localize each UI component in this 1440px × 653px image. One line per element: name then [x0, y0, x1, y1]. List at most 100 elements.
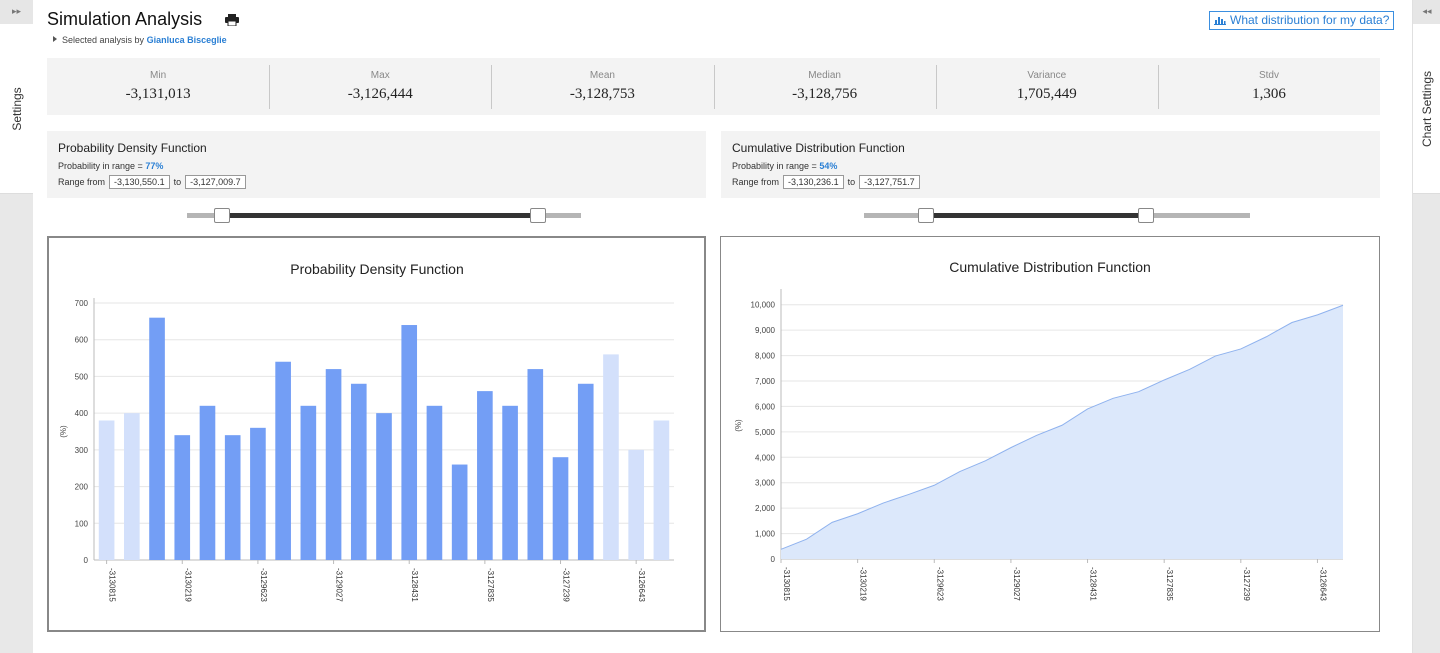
- pdf-range-panel: Probability Density Function Probability…: [47, 131, 706, 198]
- y-tick-label: 7,000: [755, 377, 776, 386]
- stat-label: Variance: [1027, 70, 1067, 81]
- pdf-panel-title: Probability Density Function: [58, 141, 207, 155]
- histogram-bar: [426, 405, 443, 560]
- stat-mean: Mean -3,128,753: [491, 58, 713, 115]
- y-tick-label: 0: [84, 556, 89, 565]
- pdf-range-to-input[interactable]: -3,127,009.7: [185, 175, 246, 189]
- x-tick-label: -3130219: [183, 568, 192, 602]
- x-tick-label: -3130815: [782, 567, 791, 601]
- cdf-chart-card: Cumulative Distribution Function 0 1,000 2,…: [720, 236, 1380, 632]
- cdf-range-slider[interactable]: [864, 208, 1250, 223]
- stat-label: Max: [370, 70, 390, 81]
- x-tick-label: -3128431: [410, 568, 419, 602]
- x-tick-label: -3126643: [1318, 567, 1327, 601]
- cdf-range-panel: Cumulative Distribution Function Probabi…: [721, 131, 1380, 198]
- x-tick-label: -3127835: [1165, 567, 1174, 601]
- y-tick-label: 200: [75, 483, 89, 492]
- pdf-probability: Probability in range = 77%: [58, 161, 695, 171]
- stat-label: Median: [808, 70, 841, 81]
- y-axis-label: (%): [59, 425, 68, 438]
- y-axis-label: (%): [734, 419, 743, 432]
- stat-value: -3,128,756: [792, 86, 858, 102]
- pdf-range-from-input[interactable]: -3,130,550.1: [109, 175, 170, 189]
- distribution-help-button[interactable]: What distribution for my data?: [1209, 11, 1395, 30]
- histogram-bar: [477, 391, 493, 560]
- histogram-bar: [350, 383, 367, 560]
- user-name-link[interactable]: Gianluca Bisceglie: [146, 35, 227, 45]
- slider-active-track: [222, 213, 538, 218]
- caret-right-icon[interactable]: [53, 36, 57, 42]
- cdf-probability: Probability in range = 54%: [732, 161, 1369, 171]
- stat-value: -3,128,753: [569, 86, 635, 102]
- print-icon[interactable]: [225, 14, 239, 26]
- chart-settings-tab[interactable]: Chart Settings: [1413, 24, 1440, 194]
- x-tick-label: -3127835: [486, 568, 495, 602]
- stat-value: -3,126,444: [347, 86, 413, 102]
- x-tick-label: -3130815: [108, 568, 117, 602]
- stat-median: Median -3,128,756: [713, 58, 936, 115]
- y-tick-label: 700: [75, 299, 89, 308]
- y-tick-label: 0: [771, 555, 776, 564]
- stat-value: -3,131,013: [125, 86, 191, 102]
- stat-value: 1,705,449: [1016, 86, 1077, 102]
- range-from-label: Range from: [58, 177, 106, 187]
- cdf-area: [781, 305, 1343, 559]
- stat-min: Min -3,131,013: [47, 58, 269, 115]
- y-tick-label: 5,000: [755, 428, 776, 437]
- slider-low-handle[interactable]: [214, 208, 231, 223]
- cdf-range-from-input[interactable]: -3,130,236.1: [783, 175, 844, 189]
- y-tick-label: 300: [75, 446, 89, 455]
- left-sidebar-body: [0, 194, 33, 653]
- left-sidebar: ▸▸ Settings: [0, 0, 33, 653]
- cdf-chart: Cumulative Distribution Function 0 1,000 2,…: [734, 259, 1344, 601]
- y-tick-label: 400: [75, 409, 89, 418]
- slider-low-handle[interactable]: [917, 208, 934, 223]
- expand-right-icon[interactable]: ◂◂: [1413, 0, 1440, 24]
- cdf-range-to-input[interactable]: -3,127,751.7: [859, 175, 920, 189]
- pdf-chart-card: Probability Density Function 0 100 200 300 40…: [47, 236, 706, 632]
- page-title: Simulation Analysis: [47, 9, 203, 29]
- chart-settings-tab-label: Chart Settings: [1420, 70, 1434, 147]
- settings-tab-label: Settings: [9, 86, 24, 131]
- histogram-bar: [527, 369, 544, 560]
- summary-stats: Min -3,131,013 Max -3,126,444 Mean -3,128,7…: [47, 58, 1380, 115]
- pdf-chart: Probability Density Function 0 100 200 300 40…: [59, 261, 674, 602]
- prob-label: Probability in range =: [58, 161, 143, 171]
- analysis-owner: Selected analysis by Gianluca Bisceglie: [53, 35, 227, 45]
- range-to-label: to: [173, 177, 182, 187]
- stat-stdv: Stdv 1,306: [1157, 58, 1380, 115]
- x-tick-label: -3129027: [335, 568, 344, 602]
- cdf-range: Range from -3,130,236.1 to -3,127,751.7: [732, 175, 1369, 189]
- settings-tab[interactable]: Settings: [0, 24, 33, 194]
- histogram-bar: [376, 413, 392, 560]
- slider-high-handle[interactable]: [1137, 208, 1154, 223]
- y-tick-label: 10,000: [751, 301, 776, 310]
- histogram-bar: [628, 449, 644, 560]
- y-tick-label: 2,000: [755, 504, 776, 513]
- histogram-bar: [577, 383, 594, 560]
- y-tick-label: 100: [75, 519, 89, 528]
- histogram-bar: [199, 405, 216, 560]
- slider-high-handle[interactable]: [529, 208, 546, 223]
- histogram-bar: [401, 325, 418, 560]
- prob-value: 77%: [145, 161, 164, 171]
- y-tick-label: 9,000: [755, 326, 776, 335]
- histogram-bar: [502, 405, 518, 560]
- range-to-label: to: [847, 177, 856, 187]
- x-tick-label: -3128431: [1089, 567, 1098, 601]
- pdf-range-slider[interactable]: [187, 208, 581, 223]
- y-tick-label: 600: [75, 336, 89, 345]
- histogram-bar: [552, 457, 569, 560]
- prob-value: 54%: [819, 161, 838, 171]
- expand-left-icon[interactable]: ▸▸: [0, 0, 33, 24]
- histogram-bar: [325, 369, 342, 560]
- x-tick-label: -3129623: [259, 568, 268, 602]
- y-tick-label: 500: [75, 372, 89, 381]
- histogram-bar: [174, 435, 191, 560]
- x-tick-label: -3126643: [637, 568, 646, 602]
- x-tick-label: -3127239: [562, 568, 571, 602]
- range-from-label: Range from: [732, 177, 780, 187]
- y-tick-label: 1,000: [755, 530, 776, 539]
- stat-label: Min: [150, 70, 167, 81]
- stat-variance: Variance 1,705,449: [935, 58, 1158, 115]
